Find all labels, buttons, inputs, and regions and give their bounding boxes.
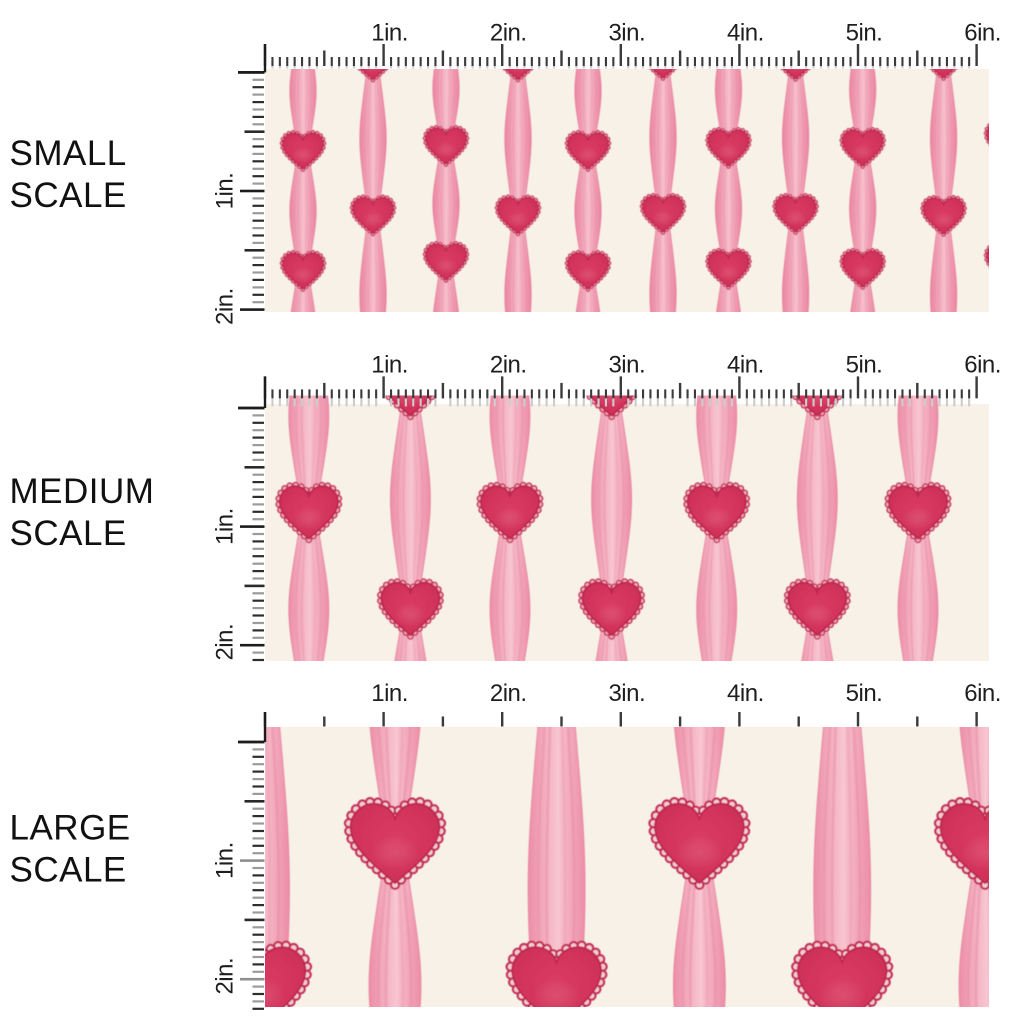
svg-text:6in.: 6in. xyxy=(964,19,1001,46)
svg-text:1in.: 1in. xyxy=(371,19,408,46)
svg-text:3in.: 3in. xyxy=(608,680,645,707)
svg-text:1in.: 1in. xyxy=(211,842,238,879)
svg-text:SCALE: SCALE xyxy=(10,851,127,890)
svg-text:4in.: 4in. xyxy=(727,352,764,379)
svg-text:1in.: 1in. xyxy=(371,352,408,379)
svg-text:1in.: 1in. xyxy=(211,508,238,545)
svg-text:1in.: 1in. xyxy=(211,173,238,210)
svg-text:SMALL: SMALL xyxy=(10,134,127,173)
svg-text:6in.: 6in. xyxy=(964,680,1001,707)
svg-text:3in.: 3in. xyxy=(608,19,645,46)
svg-text:2in.: 2in. xyxy=(211,624,238,661)
svg-text:MEDIUM: MEDIUM xyxy=(10,472,155,511)
svg-text:2in.: 2in. xyxy=(211,288,238,325)
svg-text:6in.: 6in. xyxy=(964,352,1001,379)
svg-text:5in.: 5in. xyxy=(846,680,883,707)
svg-text:SCALE: SCALE xyxy=(10,176,127,215)
svg-text:4in.: 4in. xyxy=(727,19,764,46)
svg-text:5in.: 5in. xyxy=(846,19,883,46)
svg-text:LARGE: LARGE xyxy=(10,809,131,848)
svg-text:2in.: 2in. xyxy=(490,352,527,379)
svg-text:2in.: 2in. xyxy=(490,680,527,707)
svg-text:2in.: 2in. xyxy=(490,19,527,46)
svg-text:2in.: 2in. xyxy=(211,958,238,995)
svg-text:4in.: 4in. xyxy=(727,680,764,707)
svg-text:3in.: 3in. xyxy=(608,352,645,379)
svg-text:1in.: 1in. xyxy=(371,680,408,707)
svg-text:SCALE: SCALE xyxy=(10,514,127,553)
svg-text:5in.: 5in. xyxy=(846,352,883,379)
